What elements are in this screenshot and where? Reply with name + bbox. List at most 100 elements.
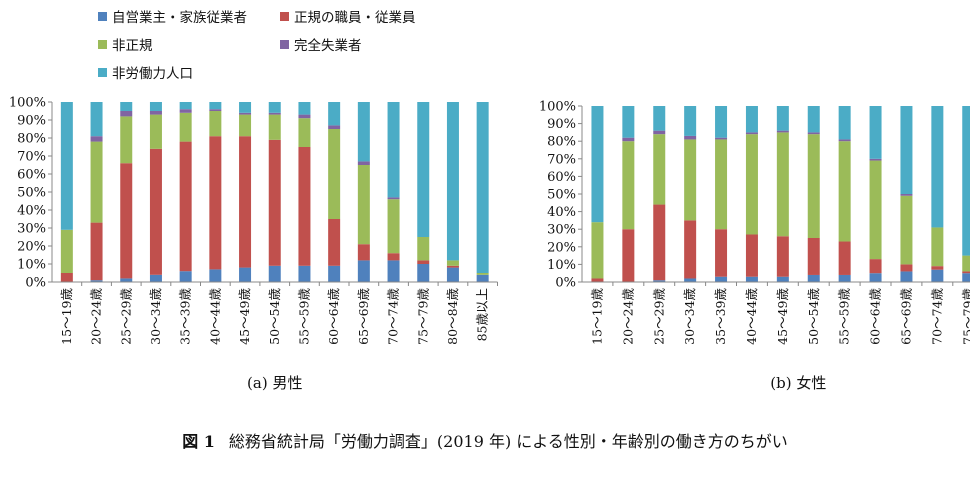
female-bar-regular bbox=[653, 204, 666, 281]
female-bar-regular bbox=[931, 266, 944, 270]
female-bar-unemployed bbox=[776, 130, 789, 133]
female-bar-unemployed bbox=[838, 139, 851, 142]
female-bar-self-employed bbox=[807, 274, 820, 282]
female-x-tick-label: 60～64歳 bbox=[868, 288, 883, 345]
legend-swatch-self-employed bbox=[98, 11, 107, 21]
legend-swatch-not-in-labor-force bbox=[98, 67, 107, 77]
male-bar-self-employed bbox=[239, 267, 252, 282]
male-y-tick-label: 10% bbox=[17, 258, 46, 273]
male-bar-not-in-labor-force bbox=[209, 102, 222, 110]
legend-label-unemployed: 完全失業者 bbox=[294, 38, 362, 54]
male-y-tick-label: 60% bbox=[17, 168, 46, 183]
male-x-tick-label: 25～29歳 bbox=[118, 288, 133, 345]
female-bar-regular bbox=[622, 229, 635, 282]
female-x-tick-label: 15～19歳 bbox=[589, 288, 604, 345]
chart-male: 0% 10% 20% 30% 40% 50% 60% 70% 80% 90% 100% 15～19歳 2… bbox=[9, 96, 498, 392]
legend-label-self-employed: 自営業主・家族従業者 bbox=[112, 10, 247, 26]
male-bar-unemployed bbox=[387, 197, 400, 200]
female-bar-not-in-labor-force bbox=[807, 106, 820, 133]
legend-item-regular: 正規の職員・従業員 bbox=[280, 6, 416, 26]
female-bar-unemployed bbox=[807, 132, 820, 135]
male-bar-unemployed bbox=[120, 111, 133, 117]
female-bar-unemployed bbox=[715, 137, 728, 140]
male-y-tick-label: 20% bbox=[17, 240, 46, 255]
male-bar-non-regular bbox=[476, 273, 489, 275]
male-panel-label: (a) 男性 bbox=[247, 374, 302, 392]
male-x-tick-label: 75～79歳 bbox=[415, 288, 430, 345]
male-bar-non-regular bbox=[417, 237, 430, 261]
female-x-tick-label: 25～29歳 bbox=[651, 288, 666, 345]
legend-swatch-regular bbox=[280, 11, 289, 21]
male-y-tick-label: 50% bbox=[17, 186, 46, 201]
figure-caption-text: 総務省統計局「労働力調査」(2019 年) による性別・年齢別の働き方のちがい bbox=[228, 432, 788, 451]
male-y-tick-label: 100% bbox=[9, 96, 46, 111]
male-bar-unemployed bbox=[239, 112, 252, 115]
female-bar-self-employed bbox=[776, 276, 789, 282]
legend-swatch-unemployed bbox=[280, 39, 289, 49]
male-bar-self-employed bbox=[90, 280, 103, 282]
female-x-tick-label: 55～59歳 bbox=[837, 288, 852, 345]
female-y-tick-label: 60% bbox=[547, 170, 576, 185]
male-bar-self-employed bbox=[149, 274, 162, 282]
male-bar-not-in-labor-force bbox=[90, 102, 103, 137]
female-bar-unemployed bbox=[684, 135, 697, 140]
male-bar-non-regular bbox=[179, 112, 192, 142]
male-y-tick-label: 80% bbox=[17, 132, 46, 147]
female-bar-regular bbox=[807, 238, 820, 275]
female-bar-self-employed bbox=[962, 273, 970, 282]
female-bar-self-employed bbox=[838, 274, 851, 282]
male-bar-regular bbox=[60, 273, 73, 282]
male-x-tick-label: 70～74歳 bbox=[386, 288, 401, 345]
female-bar-non-regular bbox=[807, 134, 820, 238]
male-bar-non-regular bbox=[298, 118, 311, 147]
male-bar-not-in-labor-force bbox=[149, 102, 162, 111]
legend-label-not-in-labor-force: 非労働力人口 bbox=[112, 66, 193, 82]
female-bar-regular bbox=[591, 278, 604, 282]
female-bar-regular bbox=[684, 220, 697, 279]
female-bar-regular bbox=[900, 264, 913, 272]
female-bar-regular bbox=[838, 241, 851, 275]
female-bar-non-regular bbox=[745, 134, 758, 235]
female-x-tick-label: 50～54歳 bbox=[806, 288, 821, 345]
legend-item-unemployed: 完全失業者 bbox=[280, 34, 362, 54]
female-bar-unemployed bbox=[900, 194, 913, 196]
legend-item-non-regular: 非正規 bbox=[98, 34, 153, 54]
legend-item-self-employed: 自営業主・家族従業者 bbox=[98, 6, 247, 26]
female-bar-non-regular bbox=[776, 132, 789, 237]
female-bar-not-in-labor-force bbox=[684, 106, 697, 136]
male-bar-not-in-labor-force bbox=[60, 102, 73, 230]
male-bar-regular bbox=[179, 141, 192, 272]
female-bar-regular bbox=[715, 229, 728, 277]
female-x-tick-label: 20～24歳 bbox=[620, 288, 635, 345]
female-bar-unemployed bbox=[869, 158, 882, 161]
female-bar-non-regular bbox=[869, 160, 882, 260]
female-bar-self-employed bbox=[653, 280, 666, 282]
female-x-tick-label: 35～39歳 bbox=[713, 288, 728, 345]
male-bar-unemployed bbox=[149, 111, 162, 115]
male-bar-non-regular bbox=[328, 129, 341, 219]
female-y-tick-label: 20% bbox=[547, 240, 576, 255]
male-bar-self-employed bbox=[357, 260, 370, 282]
female-y-tick-label: 0% bbox=[555, 276, 576, 291]
female-bar-non-regular bbox=[684, 139, 697, 221]
female-bar-not-in-labor-force bbox=[715, 106, 728, 138]
male-bar-self-employed bbox=[328, 265, 341, 282]
female-bar-not-in-labor-force bbox=[900, 106, 913, 194]
female-bar-non-regular bbox=[931, 227, 944, 267]
female-panel-label: (b) 女性 bbox=[770, 374, 826, 392]
female-bar-not-in-labor-force bbox=[869, 106, 882, 159]
figure-label: 図 1 bbox=[182, 432, 215, 451]
female-bar-non-regular bbox=[715, 139, 728, 230]
legend-item-not-in-labor-force: 非労働力人口 bbox=[98, 62, 193, 82]
male-bar-not-in-labor-force bbox=[120, 102, 133, 111]
female-y-tick-label: 80% bbox=[547, 135, 576, 150]
female-bar-unemployed bbox=[745, 132, 758, 135]
male-y-tick-label: 70% bbox=[17, 150, 46, 165]
male-bar-regular bbox=[120, 163, 133, 279]
male-bar-regular bbox=[149, 148, 162, 275]
female-y-tick-label: 70% bbox=[547, 152, 576, 167]
female-bar-self-employed bbox=[869, 273, 882, 282]
female-bar-not-in-labor-force bbox=[838, 106, 851, 140]
male-bar-unemployed bbox=[298, 114, 311, 119]
male-bar-not-in-labor-force bbox=[476, 102, 489, 273]
